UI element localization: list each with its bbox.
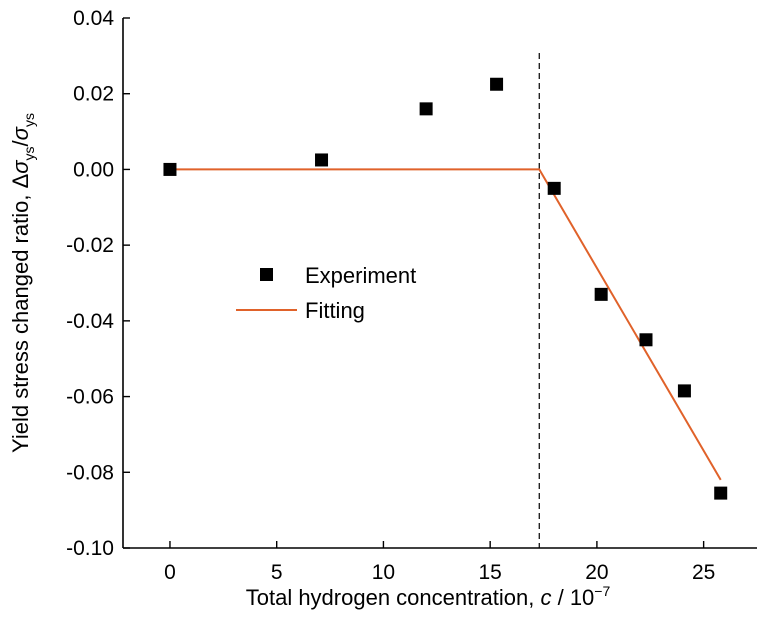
y-axis-title: Yield stress changed ratio, Δσys/σys [8, 113, 37, 453]
x-tick-label: 5 [271, 561, 283, 584]
x-tick-label: 0 [164, 561, 176, 584]
experiment-point [490, 77, 504, 91]
experiment-point [419, 102, 433, 116]
axes-layer [122, 18, 757, 549]
ticks-layer: 0 5 10 15 20 25 -0.10 -0.08 -0.06 -0.04 -0.02 0.00 0… [66, 7, 715, 584]
experiment-point [315, 153, 329, 167]
y-tick-label: -0.04 [66, 310, 114, 333]
experiment-point [594, 287, 608, 301]
experiment-point [714, 486, 728, 500]
y-tick-label: -0.06 [66, 386, 114, 409]
experiment-point [639, 333, 653, 347]
x-tick-label: 20 [585, 561, 608, 584]
legend-marker-experiment [260, 268, 273, 281]
legend-label-experiment: Experiment [305, 263, 416, 288]
x-tick-label: 15 [478, 561, 501, 584]
y-tick-label: 0.04 [73, 7, 114, 30]
x-axis-title: Total hydrogen concentration, c / 10−7 [246, 583, 611, 610]
experiment-point [547, 181, 561, 195]
series-layer [163, 77, 728, 500]
y-tick-label: -0.08 [66, 461, 114, 484]
legend-label-fitting: Fitting [305, 298, 365, 323]
y-tick-label: 0.02 [73, 83, 114, 106]
fitting-line [169, 168, 722, 481]
experiment-point [677, 384, 691, 398]
x-tick-label: 10 [372, 561, 395, 584]
legend: Experiment Fitting [236, 263, 416, 323]
y-tick-label: -0.02 [66, 234, 114, 257]
experiment-point [163, 162, 177, 176]
x-tick-label: 25 [692, 561, 715, 584]
y-tick-label: -0.10 [66, 537, 114, 560]
y-tick-label: 0.00 [73, 158, 114, 181]
